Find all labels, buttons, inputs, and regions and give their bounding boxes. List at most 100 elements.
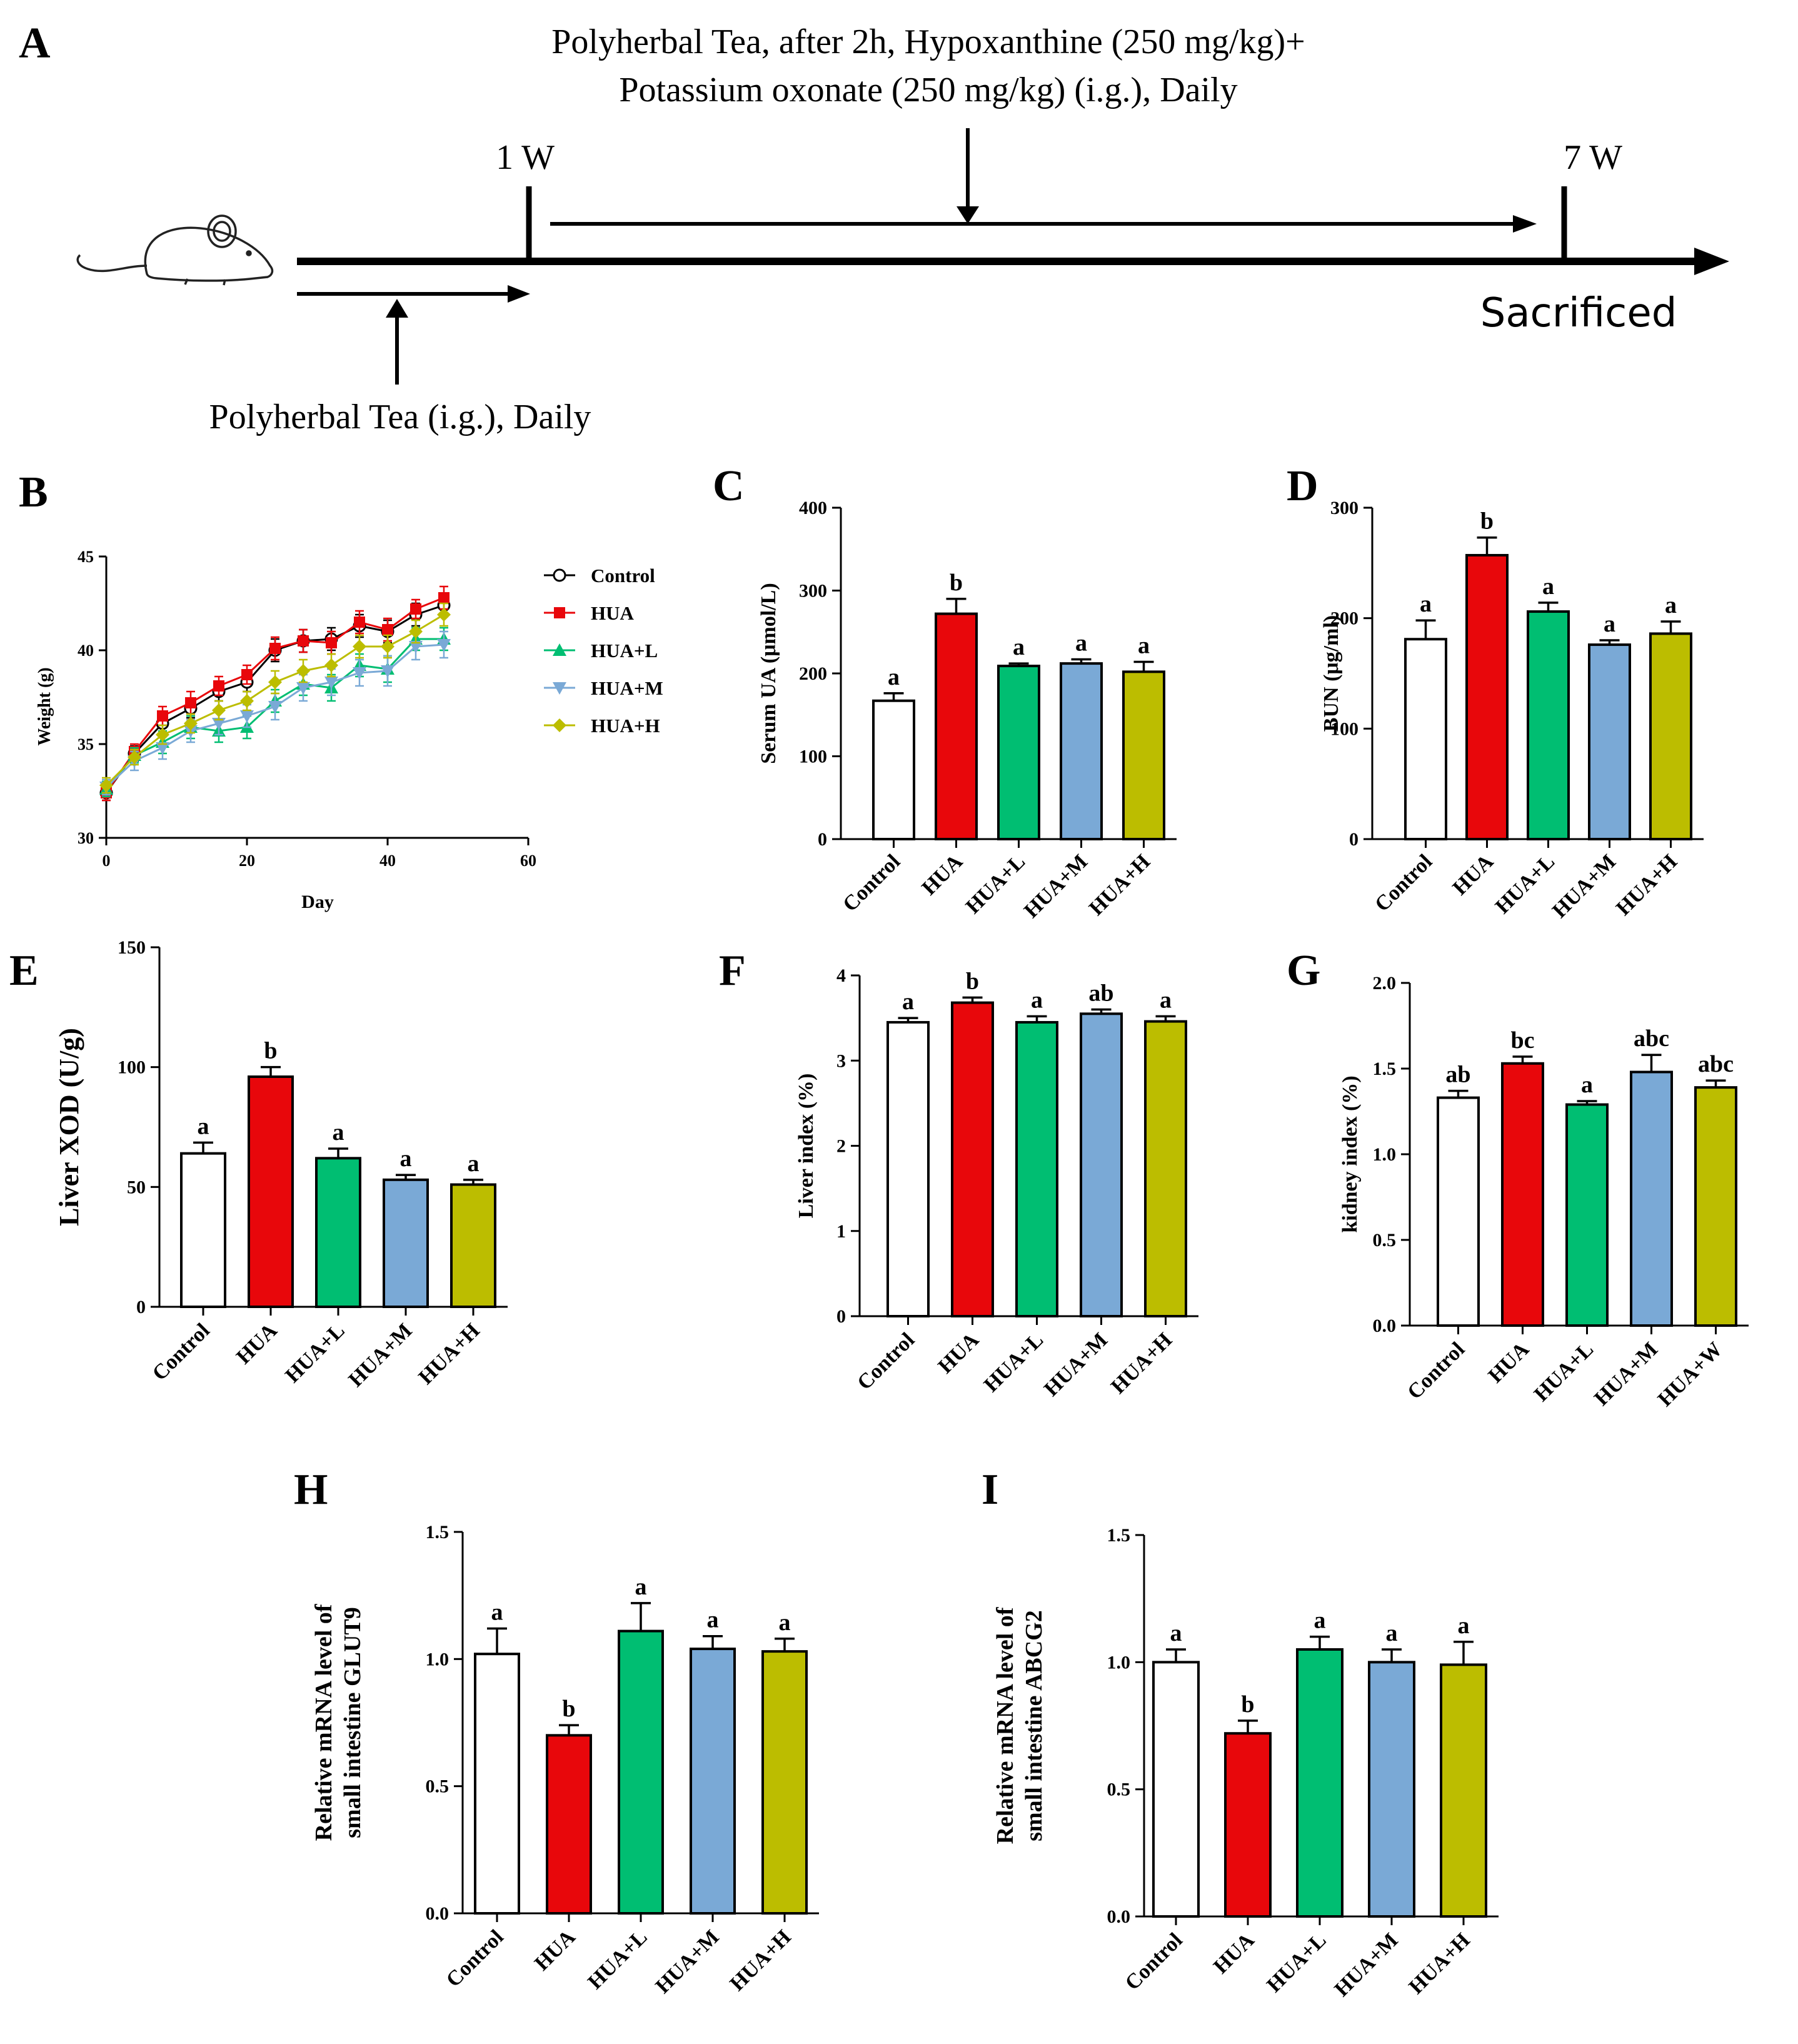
bar-hua-h	[450, 1183, 496, 1308]
bar-hua-h	[1122, 670, 1165, 840]
panel-h-y-axis-label: small intestine GLUT9	[339, 1607, 366, 1838]
bar-hua	[1501, 1062, 1544, 1327]
panel-letter-g: G	[1287, 947, 1320, 995]
category-label-hua-h: HUA+H	[1107, 1328, 1177, 1398]
bar-hua	[546, 1734, 592, 1915]
data-point-hua	[382, 624, 393, 635]
category-label-hua-h: HUA+H	[414, 1319, 485, 1389]
category-label-control: Control	[838, 850, 905, 916]
significance-label-hua-h: a	[779, 1609, 791, 1636]
treatment-period-arrowhead	[1513, 215, 1537, 233]
significance-label-hua: bc	[1511, 1027, 1535, 1054]
bar-control	[1404, 638, 1447, 840]
category-label-hua: HUA	[934, 1328, 984, 1378]
category-label-control: Control	[853, 1328, 919, 1394]
data-point-hua-m	[437, 639, 451, 652]
category-label-hua-l: HUA+L	[980, 1328, 1048, 1396]
kidney-index-bar-chart: G 0.0 0.5 1.0 1.5 2.0 kidney index (%) ab Contr…	[1287, 947, 1749, 1411]
data-point-hua	[298, 635, 309, 647]
pretreatment-up-arrowhead	[386, 299, 408, 318]
data-point-hua-h	[268, 675, 282, 689]
bar-hua	[1224, 1732, 1272, 1918]
category-label-hua-m: HUA+M	[1590, 1337, 1662, 1410]
week1-label: 1 W	[496, 138, 555, 177]
category-label-hua: HUA	[1449, 850, 1499, 900]
legend-label-hua: HUA	[591, 602, 635, 624]
panel-f-y-tick-label: 4	[836, 965, 846, 986]
panel-g-y-axis-label: kidney index (%)	[1338, 1075, 1362, 1232]
panel-e-y-tick-label: 150	[118, 937, 146, 958]
significance-label-hua-l: a	[1581, 1072, 1593, 1098]
bun-bar-chart: D 0 100 200 300 BUN (μg/ml) a Control b HUA a HUA+…	[1287, 462, 1704, 922]
serum-ua-bar-chart: C 0 100 200 300 400 Serum UA (μmol/L) a Control…	[713, 462, 1177, 922]
liver-xod-bar-chart: E 0 50 100 150 Liver XOD (U/g) a Control b HUA a H…	[9, 937, 508, 1391]
bar-hua-m	[1588, 643, 1631, 840]
bar-hua-l	[1296, 1648, 1343, 1918]
liver-index-bar-chart: F 0 1 2 3 4 Liver index (%) a Control b HUA a HUA+L…	[719, 947, 1198, 1401]
significance-label-control: a	[1170, 1620, 1182, 1646]
bar-hua	[1465, 553, 1509, 840]
legend-item-hua-l: HUA+L	[544, 640, 658, 662]
bar-hua-m	[383, 1178, 429, 1309]
data-point-hua-h	[324, 658, 338, 672]
panel-c-y-tick-label: 200	[799, 663, 827, 684]
treatment-down-arrowhead	[957, 206, 979, 224]
weight-x-tick-label: 60	[520, 852, 536, 870]
panel-d-y-tick-label: 100	[1330, 718, 1359, 739]
bar-hua-h	[1440, 1663, 1487, 1918]
bar-hua-m	[1080, 1012, 1123, 1317]
panel-i-y-tick-label: 1.5	[1107, 1525, 1131, 1546]
category-label-hua-m: HUA+M	[1040, 1328, 1112, 1401]
bar-hua	[951, 1001, 994, 1317]
panel-d-y-tick-label: 300	[1330, 498, 1359, 518]
data-point-hua	[410, 603, 421, 615]
significance-label-hua-h: a	[1138, 632, 1150, 658]
significance-label-hua-l: a	[635, 1574, 647, 1600]
category-label-hua-m: HUA+M	[1330, 1928, 1403, 2001]
panel-e-y-tick-label: 0	[136, 1297, 146, 1317]
weight-legend: Control HUA HUA+L HUA+M HUA+H	[544, 565, 663, 737]
data-point-hua-m	[324, 677, 338, 689]
bar-hua-l	[1565, 1103, 1609, 1327]
data-point-hua-h	[184, 717, 198, 730]
significance-label-hua-m: a	[400, 1145, 412, 1172]
bar-hua-h	[1649, 632, 1692, 841]
bar-hua-m	[1630, 1070, 1673, 1327]
bar-hua-w	[1694, 1086, 1737, 1327]
weight-plot-area: 0 20 40 60 30 35 40 45	[78, 548, 536, 870]
weight-x-tick-label: 0	[103, 852, 111, 870]
panel-letter-f: F	[719, 947, 746, 995]
significance-label-hua-m: a	[1604, 611, 1615, 637]
significance-label-hua-l: a	[333, 1119, 344, 1145]
category-label-control: Control	[1370, 850, 1437, 916]
bar-control	[180, 1152, 226, 1308]
category-label-hua-m: HUA+M	[1020, 850, 1092, 922]
panel-g-y-tick-label: 0.0	[1373, 1316, 1397, 1336]
weight-y-tick-label: 30	[78, 829, 94, 847]
panel-h-y-tick-label: 0.0	[426, 1903, 450, 1924]
panel-g-y-tick-label: 2.0	[1373, 973, 1397, 994]
category-label-control: Control	[442, 1925, 508, 1991]
panel-d-y-axis-label: BUN (μg/ml)	[1320, 615, 1343, 732]
pretreatment-label: Polyherbal Tea (i.g.), Daily	[209, 398, 591, 436]
bar-hua-l	[315, 1157, 361, 1309]
category-label-hua-h: HUA+H	[1612, 850, 1682, 920]
weight-y-tick-label: 40	[78, 642, 94, 660]
category-label-hua-l: HUA+L	[962, 850, 1030, 918]
category-label-hua-l: HUA+L	[1491, 850, 1559, 918]
bar-hua-h	[1144, 1020, 1187, 1317]
data-point-hua-m	[353, 667, 366, 680]
panel-letter-d: D	[1287, 462, 1318, 510]
legend-marker-hua-h	[553, 718, 566, 732]
category-label-hua-h: HUA+H	[1405, 1928, 1475, 1998]
significance-label-hua: b	[264, 1038, 277, 1064]
data-point-hua-h	[296, 664, 310, 678]
bar-control	[474, 1653, 520, 1915]
panel-letter-h: H	[294, 1466, 328, 1514]
data-point-hua-h	[156, 728, 169, 742]
category-label-hua-m: HUA+M	[1548, 850, 1620, 922]
significance-label-hua-m: a	[707, 1607, 719, 1633]
data-point-hua-h	[437, 608, 451, 622]
data-point-hua-m	[268, 701, 282, 713]
data-point-hua-m	[240, 710, 254, 723]
